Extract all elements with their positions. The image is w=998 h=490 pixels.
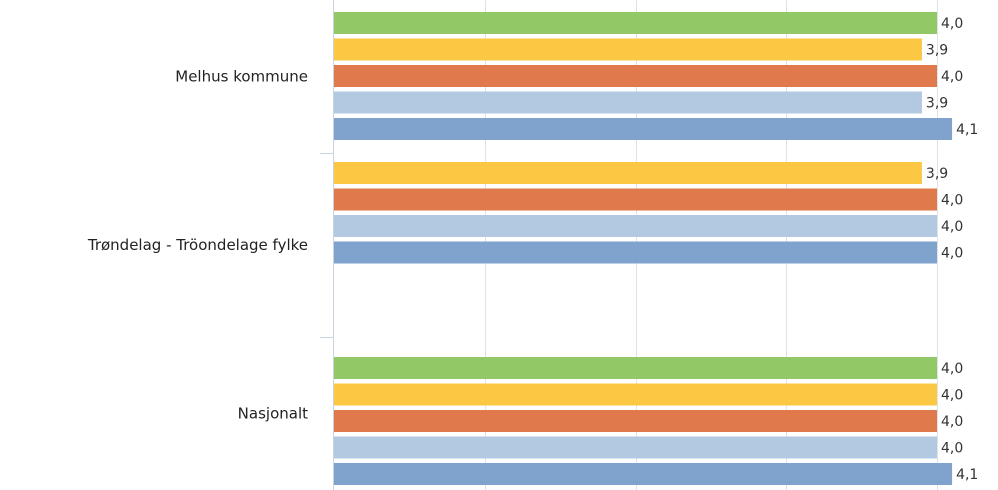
data-label-1-1: 4,0 [941, 16, 963, 32]
bar-1-5 [334, 118, 953, 140]
data-label-3-1: 4,0 [941, 361, 963, 377]
data-label-2-3: 4,0 [941, 193, 963, 209]
data-label-2-4: 4,0 [941, 219, 963, 235]
bar-3-4 [334, 436, 937, 459]
data-label-2-5: 4,0 [941, 246, 963, 262]
data-label-1-4: 3,9 [926, 96, 948, 112]
bar-2-3 [334, 188, 937, 211]
data-label-2-2: 3,9 [926, 166, 948, 182]
category-label-2: Trøndelag - Tröondelage fylke [87, 236, 308, 254]
bar-3-5 [334, 463, 953, 485]
bar-1-2 [334, 38, 922, 61]
bar-1-4 [334, 91, 922, 114]
data-label-3-2: 4,0 [941, 388, 963, 404]
data-label-3-5: 4,1 [956, 467, 978, 483]
data-label-3-3: 4,0 [941, 414, 963, 430]
category-label-1: Melhus kommune [175, 68, 308, 86]
category-label-3: Nasjonalt [238, 405, 308, 423]
bar-3-1 [334, 357, 937, 379]
data-label-1-5: 4,1 [956, 122, 978, 138]
data-labels: 4,0 3,9 4,0 3,9 4,1 3,9 4,0 4,0 4,0 4,0 4,0 4,0 4,0 4… [926, 16, 978, 483]
data-label-3-4: 4,0 [941, 441, 963, 457]
bar-3-2 [334, 383, 937, 406]
data-label-1-3: 4,0 [941, 69, 963, 85]
data-label-1-2: 3,9 [926, 43, 948, 59]
bar-1-3 [334, 65, 937, 87]
bar-1-1 [334, 12, 937, 34]
category-labels: Melhus kommune Trøndelag - Tröondelage fy… [87, 68, 308, 423]
bar-2-4 [334, 215, 937, 237]
bars [334, 12, 953, 485]
bar-2-5 [334, 241, 937, 264]
bar-2-2 [334, 162, 922, 184]
category-axis [320, 0, 334, 490]
bar-3-3 [334, 410, 937, 432]
